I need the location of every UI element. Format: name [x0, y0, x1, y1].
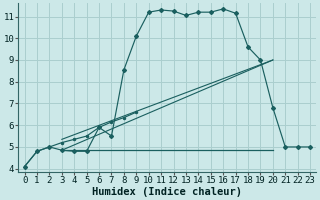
X-axis label: Humidex (Indice chaleur): Humidex (Indice chaleur) — [92, 186, 242, 197]
